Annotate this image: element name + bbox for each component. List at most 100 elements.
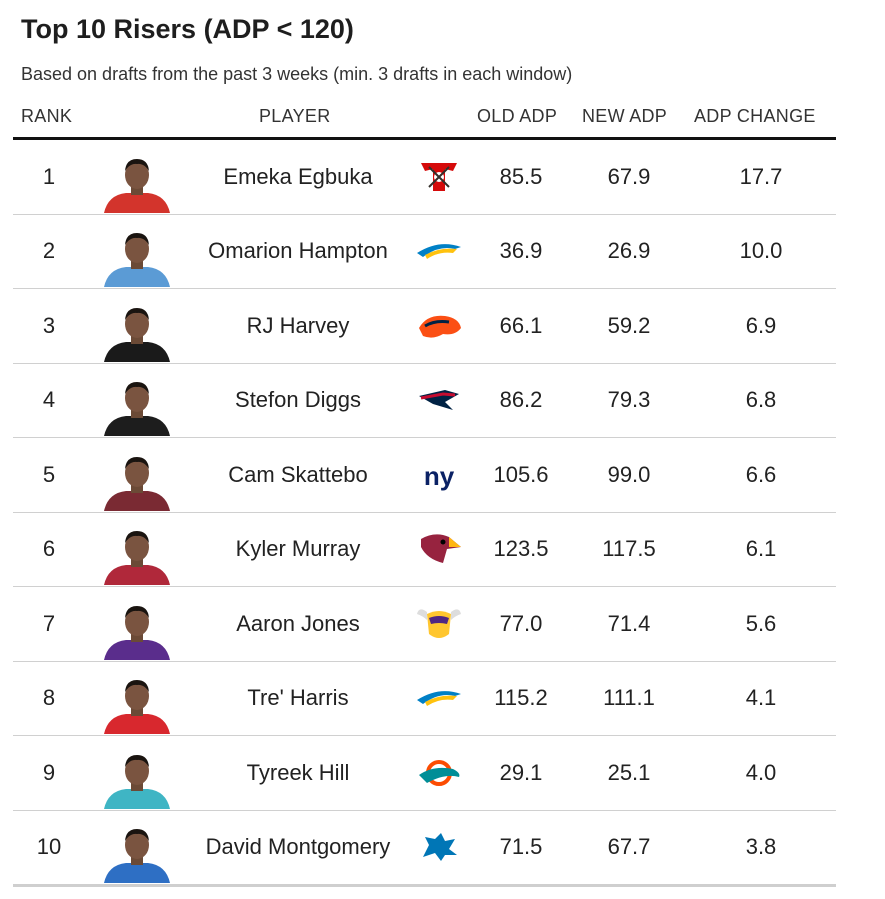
rank-cell: 6	[42, 536, 56, 562]
chargers-logo-icon	[417, 691, 461, 707]
player-name-cell[interactable]: Stefon Diggs	[235, 387, 361, 413]
adp-change-cell: 6.1	[745, 536, 777, 562]
column-header-rank[interactable]: RANK	[21, 106, 73, 126]
cardinals-logo-icon	[421, 534, 461, 564]
old-adp-cell: 123.5	[493, 536, 549, 562]
new-adp-cell: 99.0	[607, 461, 651, 487]
table-row[interactable]: 6 Kyler Murray 123.5 117.5 6.1	[13, 513, 836, 587]
team-logo	[411, 140, 467, 214]
player-headshot-icon	[104, 456, 170, 511]
new-adp-cell: 71.4	[607, 610, 651, 636]
old-adp-cell: 85.5	[499, 163, 543, 189]
rank-cell: 9	[42, 759, 56, 785]
rank-cell: 4	[42, 387, 56, 413]
player-photo	[99, 513, 175, 587]
player-photo	[99, 215, 175, 289]
player-name-cell[interactable]: Tre' Harris	[247, 685, 349, 711]
old-adp-cell: 86.2	[499, 387, 543, 413]
adp-change-cell: 6.6	[745, 461, 777, 487]
adp-change-cell: 6.9	[745, 312, 777, 338]
player-headshot-icon	[104, 829, 170, 884]
team-logo	[411, 513, 467, 587]
table-row[interactable]: 9 Tyreek Hill 29.1 25.1 4.0	[13, 736, 836, 811]
new-adp-cell: 67.7	[607, 834, 651, 860]
header-divider	[13, 137, 836, 140]
table-row[interactable]: 7 Aaron Jones 77.0 71.4 5.6	[13, 587, 836, 662]
player-photo	[99, 289, 175, 363]
buccaneers-logo-icon	[421, 162, 457, 191]
player-headshot-icon	[104, 680, 170, 735]
adp-change-cell: 3.8	[745, 834, 777, 860]
player-photo	[99, 662, 175, 736]
old-adp-cell: 36.9	[499, 238, 543, 264]
table-header: RANK PLAYER OLD ADP NEW ADP ADP CHANGE	[13, 100, 836, 138]
player-name-cell[interactable]: Cam Skattebo	[228, 461, 368, 487]
rank-cell: 1	[42, 163, 56, 189]
rank-cell: 8	[42, 685, 56, 711]
column-header-old-adp[interactable]: OLD ADP	[477, 106, 558, 126]
player-photo	[99, 587, 175, 661]
adp-change-cell: 17.7	[739, 163, 783, 189]
player-name-cell[interactable]: David Montgomery	[205, 834, 391, 860]
rank-cell: 7	[42, 610, 56, 636]
adp-change-cell: 10.0	[739, 238, 783, 264]
player-name-cell[interactable]: Tyreek Hill	[246, 759, 350, 785]
team-logo	[411, 736, 467, 810]
column-header-player[interactable]: PLAYER	[259, 106, 331, 126]
player-photo	[99, 140, 175, 214]
table-row[interactable]: 1 Emeka Egbuka 85.5 67.9 17.7	[13, 140, 836, 215]
team-logo	[411, 811, 467, 885]
table-row[interactable]: 2 Omarion Hampton 36.9 26.9 10.0	[13, 215, 836, 289]
table-row[interactable]: 8 Tre' Harris 115.2 111.1 4.1	[13, 662, 836, 736]
new-adp-cell: 117.5	[602, 536, 656, 562]
rank-cell: 2	[42, 238, 56, 264]
page-title: Top 10 Risers (ADP < 120)	[21, 14, 354, 44]
table-row[interactable]: 10 David Montgomery 71.5 67.7 3.8	[13, 811, 836, 887]
player-photo	[99, 811, 175, 885]
rank-cell: 5	[42, 461, 56, 487]
player-name-cell[interactable]: Aaron Jones	[236, 610, 360, 636]
player-headshot-icon	[104, 382, 170, 437]
old-adp-cell: 71.5	[499, 834, 543, 860]
adp-change-cell: 5.6	[745, 610, 777, 636]
team-logo	[411, 587, 467, 661]
giants-logo-icon: ny	[419, 458, 459, 491]
lions-logo-icon	[423, 833, 457, 862]
adp-change-cell: 4.0	[745, 759, 777, 785]
player-name-cell[interactable]: Emeka Egbuka	[223, 163, 373, 189]
new-adp-cell: 67.9	[607, 163, 651, 189]
column-header-adp-change[interactable]: ADP CHANGE	[694, 106, 816, 126]
new-adp-cell: 59.2	[607, 312, 651, 338]
player-name-cell[interactable]: Omarion Hampton	[208, 238, 388, 264]
adp-change-cell: 6.8	[745, 387, 777, 413]
old-adp-cell: 77.0	[499, 610, 543, 636]
new-adp-cell: 111.1	[603, 685, 655, 711]
new-adp-cell: 79.3	[607, 387, 651, 413]
column-header-new-adp[interactable]: NEW ADP	[582, 106, 668, 126]
player-headshot-icon	[104, 233, 170, 288]
player-photo	[99, 438, 175, 512]
table-row[interactable]: 5 Cam Skattebo ny 105.6 99.0 6.6	[13, 438, 836, 513]
risers-table: 1 Emeka Egbuka 85.5 67.9 17.7 2 Omarion Hampto…	[13, 140, 836, 887]
old-adp-cell: 66.1	[499, 312, 543, 338]
player-headshot-icon	[104, 754, 170, 809]
team-logo: ny	[411, 438, 467, 512]
player-name-cell[interactable]: Kyler Murray	[235, 536, 361, 562]
new-adp-cell: 25.1	[607, 759, 651, 785]
svg-text:ny: ny	[424, 461, 455, 491]
player-photo	[99, 364, 175, 438]
player-photo	[99, 736, 175, 810]
table-row[interactable]: 3 RJ Harvey 66.1 59.2 6.9	[13, 289, 836, 364]
broncos-logo-icon	[419, 315, 461, 338]
old-adp-cell: 105.6	[493, 461, 549, 487]
player-headshot-icon	[104, 307, 170, 362]
rank-cell: 10	[36, 834, 62, 860]
patriots-logo-icon	[419, 390, 459, 411]
table-row[interactable]: 4 Stefon Diggs 86.2 79.3 6.8	[13, 364, 836, 438]
old-adp-cell: 29.1	[499, 759, 543, 785]
rank-cell: 3	[42, 312, 56, 338]
player-headshot-icon	[104, 531, 170, 586]
player-name-cell[interactable]: RJ Harvey	[246, 312, 350, 338]
team-logo	[411, 662, 467, 736]
dolphins-logo-icon	[419, 759, 460, 786]
